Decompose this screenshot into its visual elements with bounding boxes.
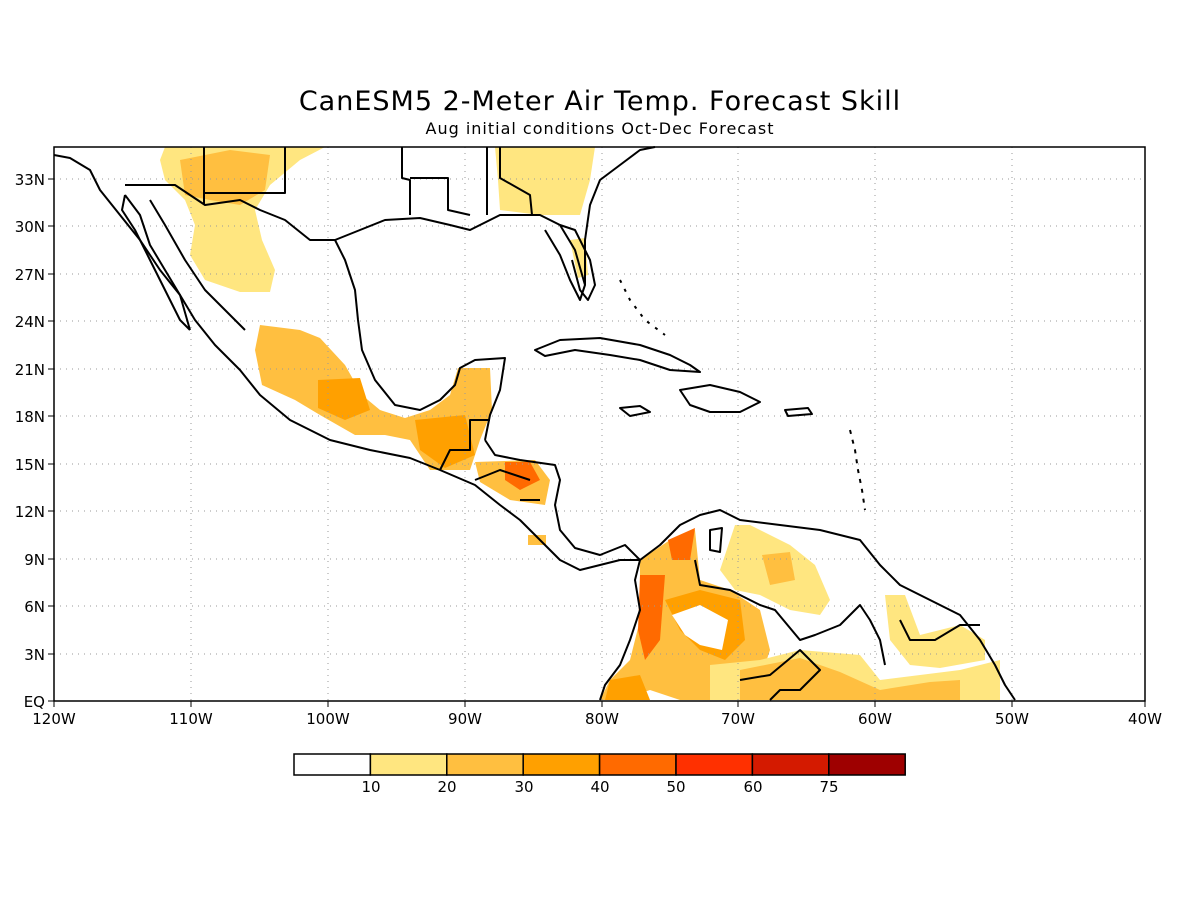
skill-area-colombia-west [638, 575, 665, 660]
map-frame [53, 146, 1146, 702]
x-tick-label: 120W [32, 710, 76, 728]
cuba [534, 337, 701, 373]
colorbar-box [293, 753, 372, 776]
y-tick-label: 3N [24, 646, 45, 664]
pacific-coast [53, 154, 640, 571]
skill-area-yucatan [415, 415, 475, 468]
lake-maracaibo [709, 527, 723, 553]
colorbar-box [446, 753, 524, 776]
colorbar: 10 20 30 40 50 60 75 [293, 753, 906, 796]
y-tick-label: 6N [24, 598, 45, 616]
colorbar-label: 30 [514, 778, 533, 796]
x-tick-label: 40W [1128, 710, 1162, 728]
colorbar-label: 60 [743, 778, 762, 796]
colorbar-label: 75 [819, 778, 838, 796]
skill-area-mexico-core [318, 378, 370, 420]
x-tick-label: 70W [721, 710, 755, 728]
atlantic-coast-us [584, 146, 656, 285]
graticule [54, 147, 1145, 701]
y-tick-label: 27N [15, 266, 45, 284]
y-tick-label: 30N [15, 218, 45, 236]
jamaica [619, 405, 651, 417]
skill-area-guianas [885, 595, 985, 668]
colorbar-box [751, 753, 830, 776]
map-title: CanESM5 2-Meter Air Temp. Forecast Skill [298, 86, 902, 117]
y-tick-label: 18N [15, 408, 45, 426]
x-tick-label: 90W [448, 710, 482, 728]
colorbar-box [369, 753, 448, 776]
colorbar-box [522, 753, 601, 776]
y-tick-labels: EQ 3N 6N 9N 12N 15N 18N 21N 24N 27N 30N … [15, 171, 45, 711]
x-tick-labels: 120W 110W 100W 90W 80W 70W 60W 50W 40W [32, 710, 1162, 728]
gulf-mexico-west [334, 239, 506, 441]
colorbar-label: 10 [361, 778, 380, 796]
y-tick-label: 33N [15, 171, 45, 189]
coastlines [53, 146, 1016, 701]
skill-area-honduras-core [505, 462, 540, 490]
florida [559, 224, 596, 301]
x-tick-label: 110W [169, 710, 213, 728]
us-state-lines [203, 147, 533, 216]
tick-marks [48, 178, 1146, 707]
y-tick-label: 9N [24, 551, 45, 569]
us-mexico-border [125, 184, 335, 241]
skill-area-amazon-hole [672, 605, 728, 650]
colorbar-box [598, 753, 677, 776]
skill-shading [160, 147, 1000, 700]
skill-area-colombia-north [668, 528, 695, 560]
x-tick-label: 80W [585, 710, 619, 728]
colorbar-label: 20 [437, 778, 456, 796]
x-tick-label: 60W [858, 710, 892, 728]
skill-area-venezuela-core [762, 552, 795, 585]
x-tick-label: 100W [306, 710, 350, 728]
colorbar-label: 40 [590, 778, 609, 796]
baja-california [121, 194, 191, 331]
colorbar-box [828, 753, 906, 776]
hispaniola [679, 384, 761, 413]
y-tick-label: 24N [15, 313, 45, 331]
y-tick-label: EQ [24, 693, 45, 711]
colorbar-box [675, 753, 754, 776]
gulf-coast-us [334, 214, 586, 301]
caribbean-coast-central-america [484, 439, 641, 561]
x-tick-label: 50W [995, 710, 1029, 728]
south-america-pacific-coast [599, 559, 641, 701]
y-tick-label: 15N [15, 456, 45, 474]
gulf-california-east [149, 199, 246, 331]
colorbar-label: 50 [666, 778, 685, 796]
skill-area-ecuador [605, 675, 650, 700]
map-subtitle: Aug initial conditions Oct-Dec Forecast [425, 119, 775, 138]
bahamas [619, 279, 666, 336]
lesser-antilles [849, 429, 866, 511]
puerto-rico [784, 407, 813, 417]
south-america-borders [694, 559, 980, 701]
y-tick-label: 21N [15, 361, 45, 379]
south-america-north-coast [639, 509, 1016, 701]
skill-area-southeast-us [495, 147, 595, 215]
y-tick-label: 12N [15, 503, 45, 521]
central-america-borders [439, 419, 540, 501]
skill-area-sw-us-inner [180, 150, 270, 205]
